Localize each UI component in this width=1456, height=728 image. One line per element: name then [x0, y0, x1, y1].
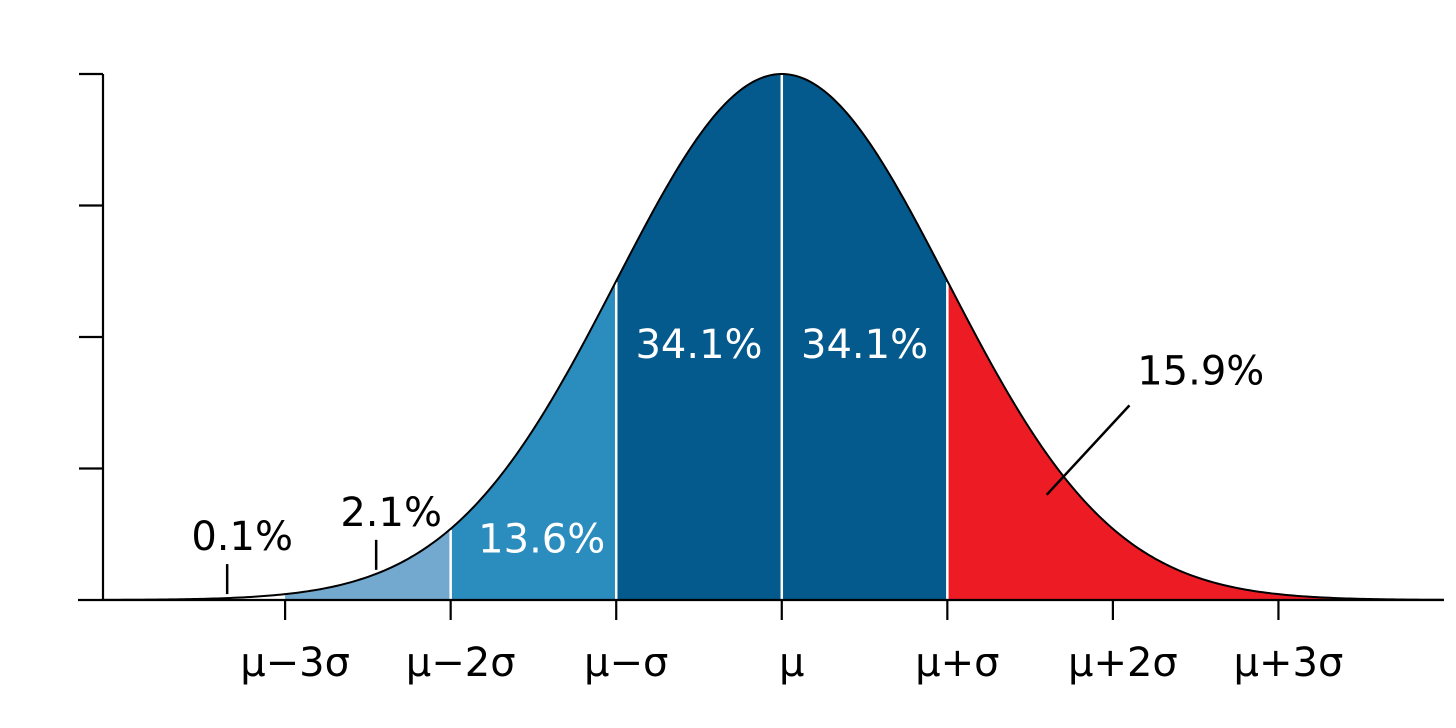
x-ticks — [284, 600, 1280, 620]
annotation-leader-5 — [1045, 404, 1131, 496]
x-tick-label-6: μ+3σ — [1234, 640, 1344, 686]
region-4 — [781, 74, 948, 600]
annotation-5: 15.9% — [1137, 348, 1264, 394]
sigma-dividers — [449, 75, 949, 600]
x-tick-labels: μ−3σ μ−2σ μ−σ μ μ+σ μ+2σ μ+3σ — [240, 640, 1343, 686]
density-curve — [102, 73, 1445, 601]
annotation-2: 13.6% — [478, 517, 605, 563]
annotation-0: 0.1% — [191, 514, 293, 560]
x-tick-label-4: μ+σ — [915, 640, 999, 686]
region-0 — [103, 594, 286, 600]
annotation-3: 34.1% — [635, 322, 762, 368]
region-1 — [285, 528, 451, 600]
region-5 — [947, 280, 1444, 600]
x-tick-label-5: μ+2σ — [1068, 640, 1178, 686]
shaded-regions — [103, 74, 1444, 600]
y-ticks — [79, 72, 103, 470]
x-tick-label-2: μ−σ — [584, 640, 668, 686]
x-tick-label-1: μ−2σ — [406, 640, 516, 686]
x-tick-label-3: μ — [779, 640, 804, 686]
region-3 — [616, 74, 782, 600]
percent-annotations: 0.1% 2.1% 13.6% 34.1% 34.1% 15.9% — [191, 322, 1264, 595]
annotation-4: 34.1% — [801, 322, 928, 368]
annotation-1: 2.1% — [340, 490, 442, 536]
x-tick-label-0: μ−3σ — [240, 640, 350, 686]
